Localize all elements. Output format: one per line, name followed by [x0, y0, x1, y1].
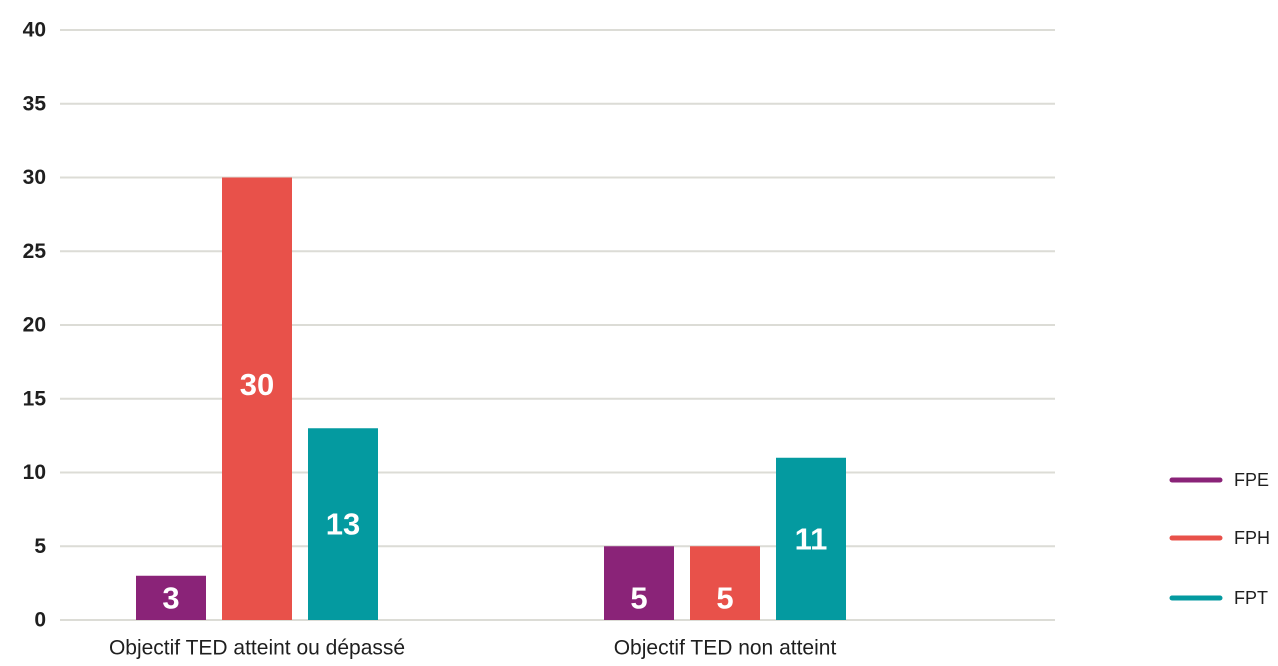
y-tick-label: 25 — [23, 240, 47, 263]
y-tick-label: 20 — [23, 314, 46, 337]
y-tick-label: 0 — [34, 609, 46, 632]
data-label-fpt-1: 13 — [326, 507, 360, 542]
y-tick-label: 40 — [23, 19, 46, 42]
data-label-fpe-2: 5 — [630, 581, 647, 616]
bar-fpt-2 — [776, 457, 846, 620]
bar-fpe-2 — [604, 546, 674, 620]
x-category-label: Objectif TED atteint ou dépassé — [109, 637, 405, 660]
x-category-label: Objectif TED non atteint — [614, 637, 837, 660]
bar-fph-1 — [222, 177, 292, 620]
y-tick-label: 5 — [34, 535, 46, 558]
bars — [136, 177, 846, 620]
y-tick-label: 35 — [23, 92, 47, 115]
y-tick-label: 10 — [23, 461, 46, 484]
data-label-fpt-2: 11 — [795, 521, 828, 556]
legend: FPE FPH FPT — [1169, 470, 1270, 608]
bar-fpt-1 — [308, 428, 378, 620]
legend-label-fpe: FPE — [1234, 470, 1269, 490]
data-label-fph-2: 5 — [716, 581, 733, 616]
bar-fph-2 — [690, 546, 760, 620]
data-label-fpe-1: 3 — [162, 581, 179, 616]
bar-fpe-1 — [136, 575, 206, 620]
gridlines — [60, 29, 1055, 621]
y-tick-label: 30 — [23, 166, 46, 189]
legend-label-fpt: FPT — [1234, 588, 1268, 608]
y-tick-label: 15 — [23, 387, 47, 410]
y-axis-ticks: 0 5 10 15 20 25 30 35 40 — [23, 19, 47, 632]
legend-label-fph: FPH — [1234, 528, 1270, 548]
x-axis-categories: Objectif TED atteint ou dépassé Objectif … — [109, 637, 837, 660]
data-labels: 3 30 13 5 5 11 — [162, 367, 827, 616]
data-label-fph-1: 30 — [240, 367, 274, 402]
